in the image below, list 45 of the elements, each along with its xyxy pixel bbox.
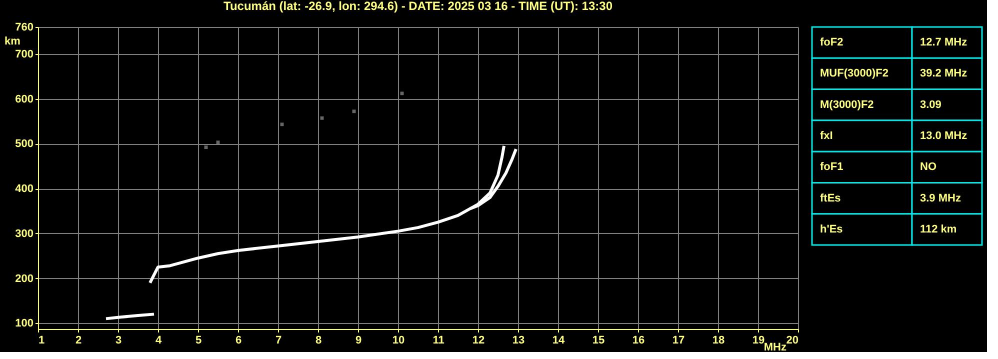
x-tick-label: 20 xyxy=(786,334,798,346)
x-tick-label: 12 xyxy=(472,334,485,346)
text: NO xyxy=(920,161,937,174)
y-tick-label: 500 xyxy=(15,138,34,150)
x-tick-label: 19 xyxy=(752,334,765,346)
text: h'Es xyxy=(820,223,843,236)
x-tick-label: 4 xyxy=(155,334,162,346)
x-tick-label: 3 xyxy=(115,334,122,346)
x-tick-label: 6 xyxy=(235,334,242,346)
text: MUF(3000)F2 xyxy=(820,68,888,80)
chart-title: Tucumán (lat: -26.9, lon: 294.6) - DATE: 2025 03 16 - TIME (UT): 13:30 xyxy=(224,0,613,13)
y-tick-label: 200 xyxy=(15,272,34,285)
y-axis-title: km xyxy=(4,36,21,48)
x-tick-label: 10 xyxy=(392,334,405,346)
x-axis-title: MHz xyxy=(764,342,787,354)
text: 12.7 MHz xyxy=(920,36,968,49)
text: 3.9 MHz xyxy=(920,192,962,204)
x-tick-label: 2 xyxy=(75,334,82,346)
text: 13.0 MHz xyxy=(920,130,968,142)
y-tick-label: 400 xyxy=(15,183,34,196)
x-tick-label: 7 xyxy=(275,334,282,346)
x-tick-label: 8 xyxy=(315,334,322,346)
y-tick-label: 100 xyxy=(15,318,34,330)
text: foF2 xyxy=(820,36,844,49)
x-tick-label: 1 xyxy=(38,334,45,346)
x-tick-label: 17 xyxy=(672,334,685,346)
x-tick-label: 15 xyxy=(592,334,605,346)
y-tick-label: 600 xyxy=(15,93,34,106)
y-tick-label: 300 xyxy=(15,228,34,240)
text: 112 km xyxy=(920,223,957,236)
text: 39.2 MHz xyxy=(920,68,968,80)
text: 3.09 xyxy=(920,98,942,111)
x-tick-label: 5 xyxy=(195,334,202,346)
text: M(3000)F2 xyxy=(820,98,874,111)
text: foF1 xyxy=(820,161,844,174)
x-tick-label: 9 xyxy=(355,334,362,346)
text: ftEs xyxy=(820,192,841,204)
x-tick-label: 13 xyxy=(512,334,525,346)
x-tick-label: 14 xyxy=(552,334,566,346)
x-tick-label: 16 xyxy=(632,334,645,346)
y-tick-label: 760 xyxy=(15,22,34,34)
x-tick-label: 11 xyxy=(432,334,444,346)
y-tick-label: 700 xyxy=(15,48,34,60)
text: fxI xyxy=(820,130,833,142)
x-tick-label: 18 xyxy=(712,334,725,346)
